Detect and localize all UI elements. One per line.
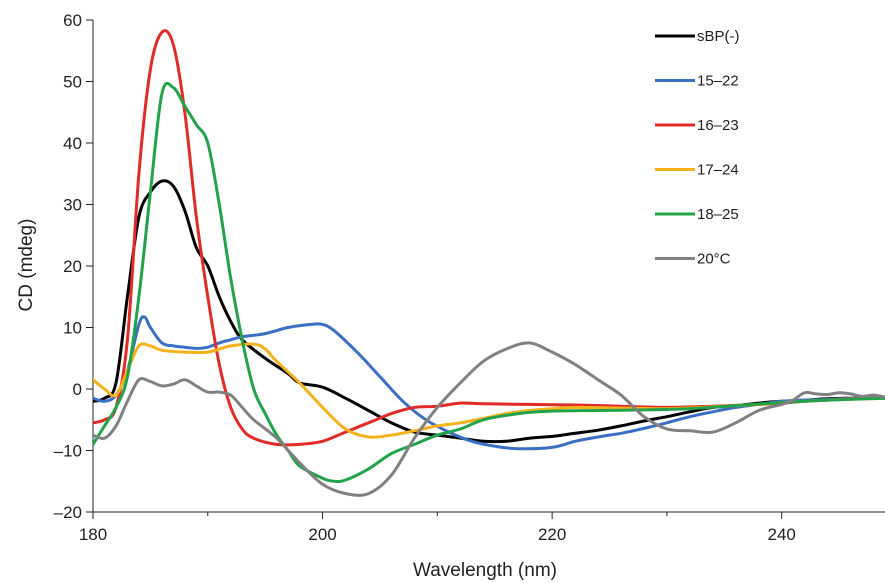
legend-label-4: 18–25 <box>697 206 739 223</box>
series-line-5 <box>93 341 885 497</box>
y-tick-label: 20 <box>63 257 82 276</box>
y-tick-label: 10 <box>63 319 82 338</box>
series-line-4 <box>93 81 885 484</box>
y-tick-label: –20 <box>54 503 82 522</box>
y-tick-label: 60 <box>63 11 82 30</box>
y-tick-label: 50 <box>63 73 82 92</box>
y-tick-label: 40 <box>63 134 82 153</box>
x-tick-label: 180 <box>79 525 107 544</box>
y-tick-label: 0 <box>73 380 82 399</box>
legend: sBP(-) 15–22 16–23 17–24 18–25 20°C <box>655 28 740 268</box>
y-axis-title: CD (mdeg) <box>16 219 37 312</box>
legend-label-0: sBP(-) <box>697 28 740 45</box>
y-axis: –20 –10 0 10 20 30 40 50 60 <box>54 11 94 522</box>
series-line-2 <box>93 29 885 447</box>
legend-label-2: 16–23 <box>697 117 739 134</box>
series-line-1 <box>93 315 885 451</box>
x-tick-label: 220 <box>538 525 566 544</box>
legend-label-1: 15–22 <box>697 73 739 90</box>
y-tick-label: –10 <box>54 442 82 461</box>
x-tick-label: 200 <box>308 525 336 544</box>
legend-label-5: 20°C <box>697 251 731 268</box>
y-tick-label: 30 <box>63 196 82 215</box>
x-axis-title: Wavelength (nm) <box>413 560 557 581</box>
x-tick-label: 240 <box>768 525 796 544</box>
x-axis: 180 200 220 240 <box>79 511 885 544</box>
legend-label-3: 17–24 <box>697 162 739 179</box>
plot-series <box>93 29 885 497</box>
